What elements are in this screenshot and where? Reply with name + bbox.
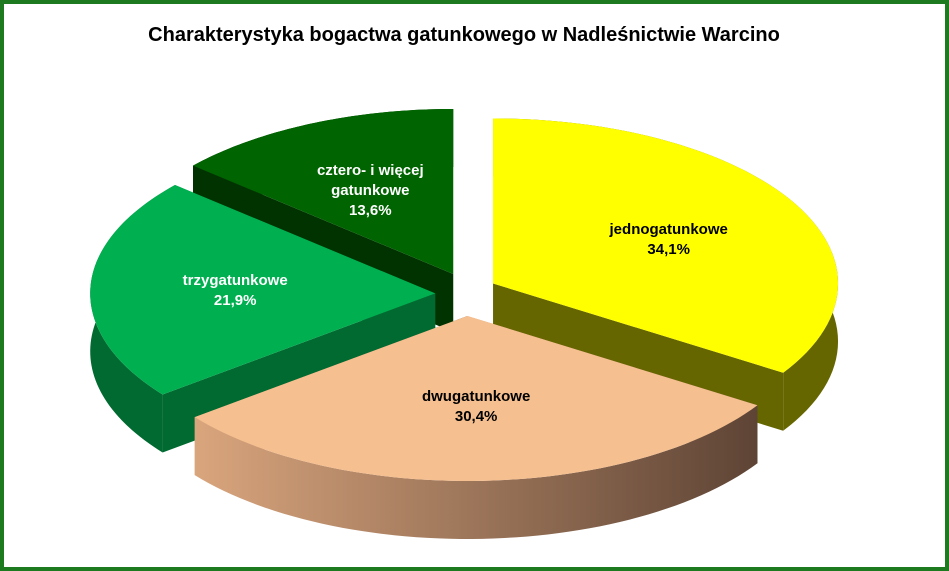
category-label: cztero- i więcej gatunkowe	[316, 162, 424, 200]
slice-wall	[194, 405, 758, 539]
data-label: trzygatunkowe 21,9%	[155, 271, 315, 311]
category-label: trzygatunkowe	[182, 271, 288, 289]
plot	[90, 108, 839, 539]
value-label: 30,4%	[454, 407, 498, 425]
slice-top	[193, 108, 454, 274]
pie-slice	[90, 185, 436, 453]
value-label: 34,1%	[647, 240, 690, 258]
category-label: jednogatunkowe	[609, 220, 728, 238]
pie-slice	[194, 315, 758, 539]
slice-top	[90, 185, 436, 395]
data-label: dwugatunkowe 30,4%	[396, 387, 556, 427]
value-label: 21,9%	[213, 291, 257, 309]
value-label: 13,6%	[349, 202, 392, 220]
chart-title: Charakterystyka bogactwa gatunkowego w N…	[148, 24, 780, 46]
data-label: jednogatunkowe 34,1%	[589, 220, 749, 260]
category-label: dwugatunkowe	[421, 387, 531, 405]
data-label: cztero- i więcej gatunkowe 13,6%	[290, 161, 450, 221]
slice-top	[493, 118, 839, 373]
slice-top	[194, 315, 758, 481]
